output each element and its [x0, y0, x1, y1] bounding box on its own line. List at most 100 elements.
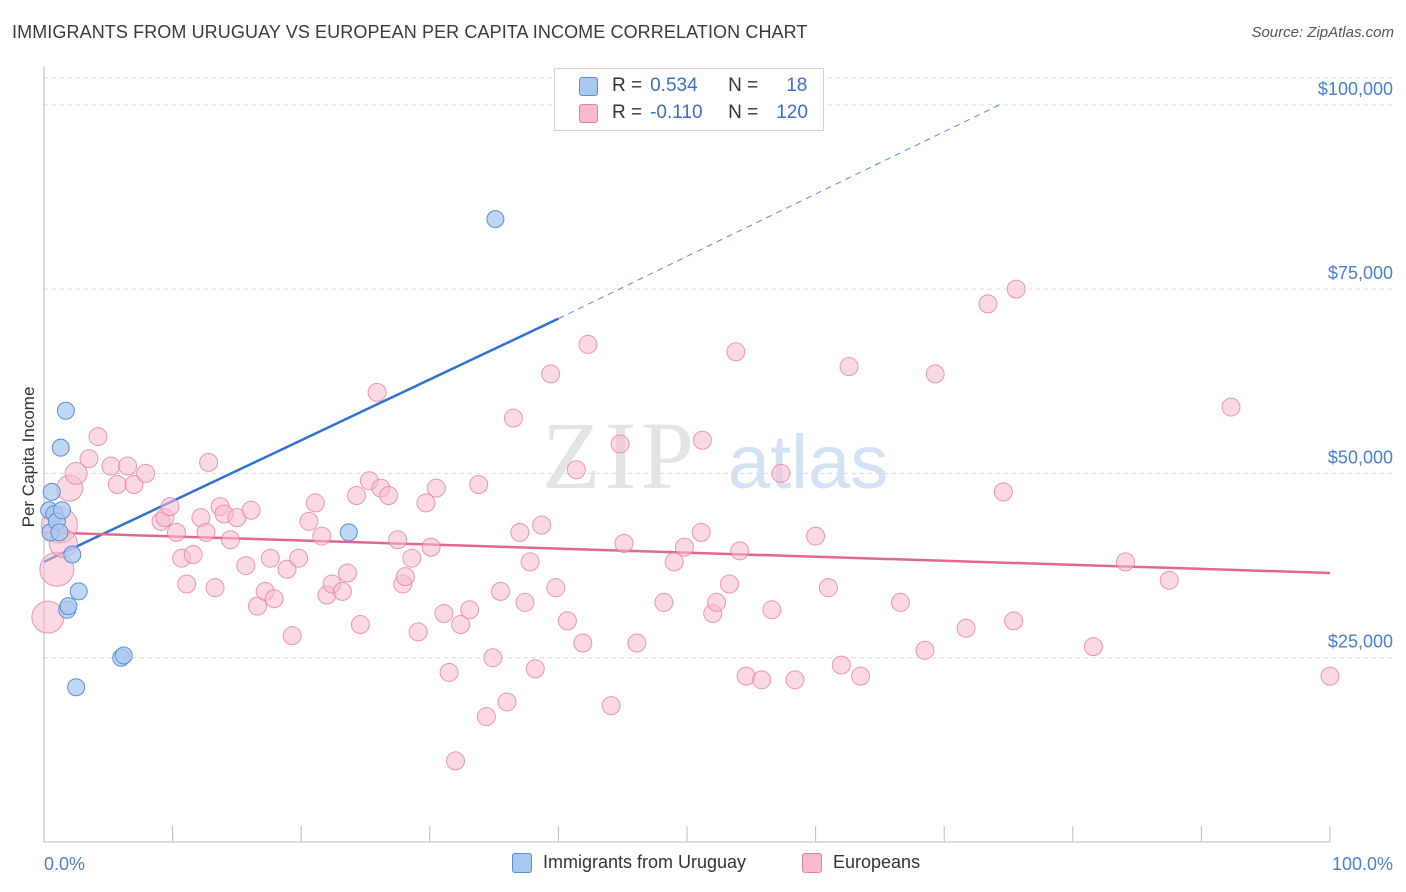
series-legend: Immigrants from Uruguay Europeans — [0, 852, 1406, 878]
data-point-europeans — [491, 581, 511, 601]
data-point-europeans — [719, 574, 739, 594]
data-point-europeans — [573, 633, 593, 653]
data-point-europeans — [978, 294, 998, 314]
data-point-europeans — [674, 537, 694, 557]
data-point-uruguay — [63, 545, 82, 564]
data-point-europeans — [205, 578, 225, 598]
data-point-europeans — [762, 600, 782, 620]
data-point-europeans — [388, 530, 408, 550]
data-point-europeans — [691, 522, 711, 542]
legend-r-label: R = — [612, 102, 643, 123]
data-point-europeans — [541, 364, 561, 384]
data-point-europeans — [446, 751, 466, 771]
data-point-europeans — [664, 552, 684, 572]
data-point-europeans — [993, 482, 1013, 502]
data-point-europeans — [451, 615, 471, 635]
data-point-europeans — [469, 474, 489, 494]
legend-r-value-europeans: -0.110 — [650, 102, 703, 123]
data-point-europeans — [707, 592, 727, 612]
trend-line-uruguay — [43, 317, 559, 564]
legend-n-value-uruguay: 18 — [786, 75, 808, 96]
data-point-europeans — [730, 541, 750, 561]
data-point-europeans — [915, 640, 935, 660]
data-point-europeans — [1006, 279, 1026, 299]
data-point-europeans — [515, 592, 535, 612]
chart-title: IMMIGRANTS FROM URUGUAY VS EUROPEAN PER … — [12, 22, 808, 42]
legend-n-value-europeans: 120 — [776, 102, 808, 123]
data-point-europeans — [305, 493, 325, 513]
data-point-europeans — [785, 670, 805, 690]
series-swatch-uruguay — [512, 852, 532, 873]
data-point-europeans — [402, 548, 422, 568]
data-point-europeans — [337, 563, 357, 583]
data-point-europeans — [183, 545, 203, 565]
data-point-europeans — [282, 626, 302, 646]
data-point-europeans — [610, 434, 630, 454]
y-tick-label: $100,000 — [1318, 79, 1393, 99]
axis-layer: $25,000 $50,000 $75,000 $100,000 — [43, 66, 1393, 843]
data-point-europeans — [1221, 397, 1241, 417]
data-point-europeans — [692, 430, 712, 450]
data-point-europeans — [614, 533, 634, 553]
data-point-europeans — [408, 622, 428, 642]
data-point-europeans — [476, 707, 496, 727]
data-point-uruguay — [114, 646, 133, 665]
watermark-atlas: atlas — [728, 420, 889, 505]
data-point-europeans — [395, 567, 415, 587]
data-point-europeans — [627, 633, 647, 653]
data-point-europeans — [299, 511, 319, 531]
data-point-europeans — [160, 497, 180, 517]
data-point-europeans — [177, 574, 197, 594]
data-point-europeans — [1116, 552, 1136, 572]
data-point-europeans — [557, 611, 577, 631]
data-point-europeans — [601, 696, 621, 716]
data-point-europeans — [260, 548, 280, 568]
data-point-europeans — [196, 522, 216, 542]
data-point-europeans — [107, 474, 127, 494]
data-point-europeans — [289, 548, 309, 568]
data-point-europeans — [1004, 611, 1024, 631]
data-point-europeans — [166, 522, 186, 542]
data-point-europeans — [136, 463, 156, 483]
data-point-europeans — [1320, 666, 1340, 686]
data-point-europeans — [510, 522, 530, 542]
data-point-europeans — [236, 556, 256, 576]
data-point-europeans — [220, 530, 240, 550]
data-point-europeans — [460, 600, 480, 620]
data-point-europeans — [79, 449, 99, 469]
x-tick-label-end: 100.0% — [1332, 854, 1393, 874]
series-label-uruguay: Immigrants from Uruguay — [543, 852, 747, 872]
y-tick-label: $75,000 — [1328, 263, 1393, 283]
series-legend-item-europeans[interactable]: Europeans — [802, 852, 920, 873]
data-point-uruguay — [50, 523, 69, 542]
legend-n-label: N = — [728, 75, 759, 96]
data-point-europeans — [101, 456, 121, 476]
watermark-zip: ZIP — [542, 402, 698, 509]
legend-swatch-europeans — [579, 103, 598, 123]
data-point-europeans — [421, 537, 441, 557]
y-tick-label: $50,000 — [1328, 447, 1393, 467]
data-point-europeans — [1083, 637, 1103, 657]
data-point-uruguay — [69, 582, 88, 601]
data-point-europeans — [124, 474, 144, 494]
data-point-europeans — [277, 559, 297, 579]
y-tick-label: $25,000 — [1328, 632, 1393, 652]
data-point-europeans — [578, 334, 598, 354]
data-point-europeans — [247, 596, 267, 616]
data-point-europeans — [497, 692, 517, 712]
x-tick-label-start: 0.0% — [44, 854, 85, 874]
trend-line-uruguay-extension — [558, 104, 1000, 320]
data-point-europeans — [434, 603, 454, 623]
data-point-uruguay — [339, 523, 358, 542]
data-point-europeans — [831, 655, 851, 675]
series-legend-item-uruguay[interactable]: Immigrants from Uruguay — [512, 852, 746, 873]
data-point-uruguay — [59, 597, 78, 616]
data-point-europeans — [532, 515, 552, 535]
data-point-europeans — [199, 452, 219, 472]
data-point-europeans — [118, 456, 138, 476]
data-point-europeans — [503, 408, 523, 428]
data-point-europeans — [520, 552, 540, 572]
stats-legend-row-europeans: R = -0.110 N = 120 — [579, 100, 808, 126]
data-point-europeans — [546, 578, 566, 598]
